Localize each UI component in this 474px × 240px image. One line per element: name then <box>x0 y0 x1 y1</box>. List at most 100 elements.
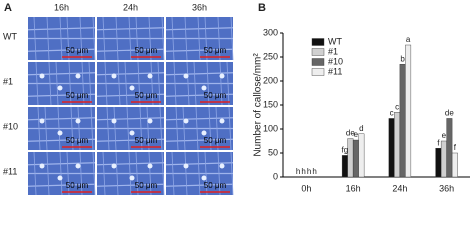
callose-spot <box>201 130 207 136</box>
cell-wall <box>215 106 219 151</box>
cell-wall <box>128 151 132 196</box>
scale-bar-label: 50 μm <box>135 46 158 55</box>
column-label: 16h <box>54 2 69 12</box>
cell-wall <box>104 61 108 106</box>
cell-wall <box>139 106 143 151</box>
bar <box>388 118 395 178</box>
bar <box>358 133 365 178</box>
cell-wall <box>96 138 165 142</box>
bar <box>405 44 412 178</box>
cell-wall <box>37 106 41 151</box>
significance-label: fg <box>342 146 349 155</box>
cell-wall <box>184 16 188 61</box>
cell-wall <box>204 16 208 61</box>
cell-wall <box>44 106 48 151</box>
scale-bar-label: 50 μm <box>135 181 158 190</box>
callose-spot <box>111 118 117 124</box>
cell-wall <box>124 61 128 106</box>
legend-label: #11 <box>328 66 342 76</box>
callose-spot <box>219 163 225 169</box>
x-tick-label: 0h <box>301 183 311 193</box>
cell-wall <box>135 151 139 196</box>
column-label: 24h <box>123 2 138 12</box>
cell-wall <box>113 106 117 151</box>
cell-wall <box>197 151 201 196</box>
cell-wall <box>150 61 154 106</box>
y-tick-label: 250 <box>263 51 278 61</box>
cell-wall <box>59 16 63 61</box>
cell-wall <box>148 151 152 196</box>
cell-wall <box>27 138 96 142</box>
cell-wall <box>27 162 96 166</box>
cell-wall <box>165 117 234 121</box>
cell-wall <box>46 151 50 196</box>
row-label: #11 <box>3 166 17 176</box>
legend-swatch <box>311 38 325 46</box>
callose-spot <box>57 85 63 91</box>
scale-bar-label: 50 μm <box>66 91 89 100</box>
cell-wall <box>126 106 130 151</box>
y-tick-label: 200 <box>263 75 278 85</box>
callose-spot <box>147 163 153 169</box>
cell-wall <box>204 151 208 196</box>
cell-wall <box>161 151 165 196</box>
cell-wall <box>193 61 197 106</box>
cell-wall <box>219 61 223 106</box>
cell-wall <box>165 162 234 166</box>
figure: A B 16h 24h 36h WT 50 μm 50 μm 50 μm #1 50 μm 50 … <box>3 2 470 196</box>
cell-wall <box>102 16 106 61</box>
callose-spot <box>39 118 45 124</box>
bar <box>341 155 348 178</box>
cell-wall <box>117 61 121 106</box>
cell-wall <box>79 16 83 61</box>
significance-label: h <box>307 167 311 176</box>
callose-spot <box>39 73 45 79</box>
callose-spot <box>111 163 117 169</box>
y-axis-label: Number of callose/mm² <box>253 53 264 157</box>
cell-wall <box>217 151 221 196</box>
cell-wall <box>33 151 37 196</box>
cell-wall <box>115 16 119 61</box>
cell-wall <box>88 61 92 106</box>
callose-spot <box>111 73 117 79</box>
cell-wall <box>68 61 72 106</box>
scale-bar-label: 50 μm <box>135 136 158 145</box>
y-tick-label: 100 <box>263 123 278 133</box>
cell-wall <box>96 117 165 121</box>
cell-wall <box>186 61 190 106</box>
bar <box>352 139 359 178</box>
legend-label: #10 <box>328 56 343 66</box>
callose-spot <box>219 118 225 124</box>
callose-spot <box>147 73 153 79</box>
callose-spot <box>183 118 189 124</box>
callose-spot <box>129 175 135 181</box>
cell-wall <box>161 16 165 61</box>
cell-wall <box>92 16 96 61</box>
scale-bar-label: 50 μm <box>66 46 89 55</box>
callose-spot <box>219 73 225 79</box>
cell-wall <box>148 16 152 61</box>
legend-label: #1 <box>328 46 338 56</box>
significance-label: e <box>442 131 447 140</box>
cell-wall <box>92 151 96 196</box>
panel-label: A <box>4 2 12 14</box>
cell-wall <box>48 61 52 106</box>
callose-spot <box>57 175 63 181</box>
callose-spot <box>75 73 81 79</box>
callose-spot <box>57 130 63 136</box>
cell-wall <box>46 16 50 61</box>
legend-label: WT <box>328 36 342 46</box>
cell-wall <box>35 61 39 106</box>
x-tick-label: 36h <box>439 183 454 193</box>
significance-label: h <box>312 167 316 176</box>
scale-bar-label: 50 μm <box>204 181 227 190</box>
row-label: WT <box>3 31 17 41</box>
callose-spot <box>75 163 81 169</box>
callose-spot <box>201 85 207 91</box>
cell-wall <box>115 151 119 196</box>
significance-label: d <box>359 124 363 133</box>
callose-spot <box>183 73 189 79</box>
y-tick-label: 50 <box>268 147 278 157</box>
cell-wall <box>230 151 234 196</box>
cell-wall <box>96 162 165 166</box>
